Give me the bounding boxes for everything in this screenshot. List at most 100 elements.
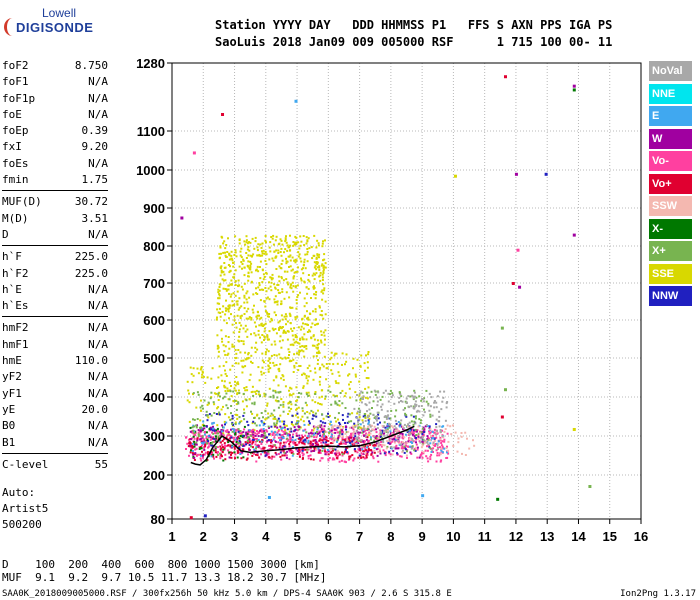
- echo-point: [417, 432, 420, 435]
- echo-point: [240, 247, 243, 250]
- echo-point: [349, 434, 352, 437]
- echo-point: [325, 378, 328, 381]
- echo-point: [301, 436, 304, 439]
- echo-point: [269, 395, 272, 398]
- echo-point: [396, 453, 399, 456]
- echo-point: [303, 423, 306, 426]
- param-row: hmF1 N/A: [2, 337, 108, 353]
- echo-point: [298, 351, 301, 354]
- echo-point: [268, 315, 270, 318]
- echo-point: [223, 442, 226, 445]
- echo-point: [284, 240, 287, 243]
- echo-point: [255, 392, 258, 395]
- echo-point: [217, 413, 220, 416]
- echo-point: [259, 336, 261, 339]
- echo-point: [386, 425, 389, 428]
- echo-point: [433, 406, 436, 409]
- echo-point: [311, 432, 314, 435]
- echo-point: [436, 444, 439, 447]
- echo-point: [233, 315, 236, 318]
- echo-point: [233, 436, 236, 439]
- echo-point: [260, 316, 263, 319]
- echo-point: [256, 454, 259, 457]
- echo-point: [249, 373, 252, 376]
- echo-point: [186, 399, 189, 402]
- echo-point: [306, 367, 309, 370]
- echo-point: [398, 442, 401, 445]
- echo-point: [409, 425, 412, 428]
- echo-point: [364, 429, 366, 432]
- echo-point: [371, 424, 373, 427]
- echo-point: [437, 442, 440, 445]
- echo-point: [431, 449, 434, 451]
- echo-point: [367, 422, 370, 425]
- echo-point: [339, 423, 342, 426]
- echo-point: [282, 401, 285, 404]
- echo-point: [277, 384, 280, 387]
- echo-point: [388, 439, 391, 442]
- echo-point: [307, 423, 310, 426]
- echo-point: [434, 439, 437, 442]
- echo-point: [366, 452, 369, 455]
- echo-point: [262, 325, 265, 327]
- echo-point: [292, 290, 295, 293]
- echo-point: [378, 448, 381, 451]
- echo-point: [306, 436, 309, 439]
- echo-point: [231, 300, 234, 303]
- echo-point: [264, 239, 267, 242]
- echo-point: [290, 269, 293, 272]
- echo-point: [344, 363, 346, 366]
- echo-point: [412, 432, 415, 435]
- echo-point: [419, 441, 422, 444]
- echo-point: [221, 337, 223, 340]
- echo-point: [414, 417, 417, 420]
- echo-point: [231, 430, 234, 433]
- echo-point: [274, 399, 277, 402]
- echo-point: [227, 264, 230, 266]
- echo-point: [203, 399, 206, 402]
- echo-point: [377, 441, 380, 444]
- echo-point: [262, 288, 265, 291]
- echo-point: [447, 449, 450, 452]
- echo-point: [418, 395, 421, 398]
- echo-point: [414, 400, 417, 403]
- echo-point: [188, 441, 191, 444]
- echo-point: [281, 357, 284, 360]
- echo-point: [272, 396, 275, 399]
- echo-point: [283, 444, 286, 447]
- echo-point: [415, 430, 418, 433]
- echo-point: [224, 335, 227, 338]
- echo-point: [346, 446, 349, 449]
- echo-point: [224, 266, 227, 269]
- echo-point: [400, 443, 403, 446]
- echo-point: [225, 309, 227, 312]
- echo-point: [323, 355, 326, 358]
- echo-point: [264, 454, 267, 457]
- echo-point: [372, 429, 375, 432]
- param-value: N/A: [88, 156, 108, 170]
- echo-point: [277, 406, 280, 409]
- echo-point: [274, 328, 277, 330]
- echo-point: [338, 432, 341, 435]
- echo-point: [226, 387, 229, 390]
- echo-point: [271, 434, 274, 436]
- echo-point: [413, 435, 416, 438]
- echo-point: [379, 431, 382, 434]
- echo-point: [284, 357, 287, 360]
- echo-point: [219, 256, 221, 259]
- echo-point: [270, 441, 272, 444]
- echo-point: [323, 287, 326, 290]
- echo-point: [228, 433, 231, 436]
- echo-point: [500, 415, 504, 419]
- echo-point: [357, 423, 360, 426]
- echo-point: [352, 439, 355, 442]
- echo-point: [318, 431, 321, 434]
- echo-point: [248, 398, 251, 401]
- echo-point: [318, 380, 321, 383]
- echo-point: [232, 400, 235, 403]
- echo-point: [350, 432, 352, 435]
- echo-point: [282, 449, 285, 452]
- echo-point: [289, 254, 292, 257]
- echo-point: [330, 351, 333, 354]
- echo-point: [272, 417, 275, 420]
